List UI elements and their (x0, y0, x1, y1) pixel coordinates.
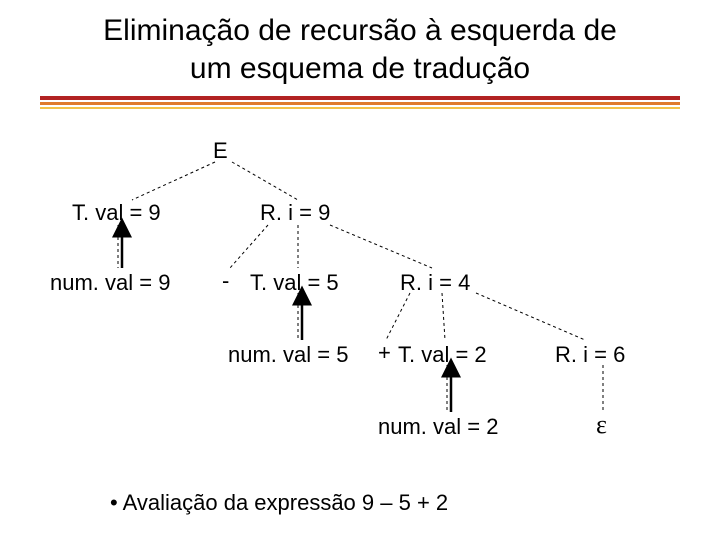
node-Ri4: R. i = 4 (400, 270, 470, 296)
node-Tval5: T. val = 5 (250, 270, 339, 296)
node-numval5: num. val = 5 (228, 342, 348, 368)
node-Tval2: T. val = 2 (398, 342, 487, 368)
node-plus: + (378, 340, 391, 366)
bullet-text: • Avaliação da expressão 9 – 5 + 2 (110, 490, 448, 516)
node-E: E (213, 138, 228, 164)
node-Ri6: R. i = 6 (555, 342, 625, 368)
node-numval2: num. val = 2 (378, 414, 498, 440)
node-minus: - (222, 268, 229, 294)
node-numval9: num. val = 9 (50, 270, 170, 296)
node-Tval9: T. val = 9 (72, 200, 161, 226)
node-eps: ε (596, 410, 607, 440)
node-Ri9: R. i = 9 (260, 200, 330, 226)
